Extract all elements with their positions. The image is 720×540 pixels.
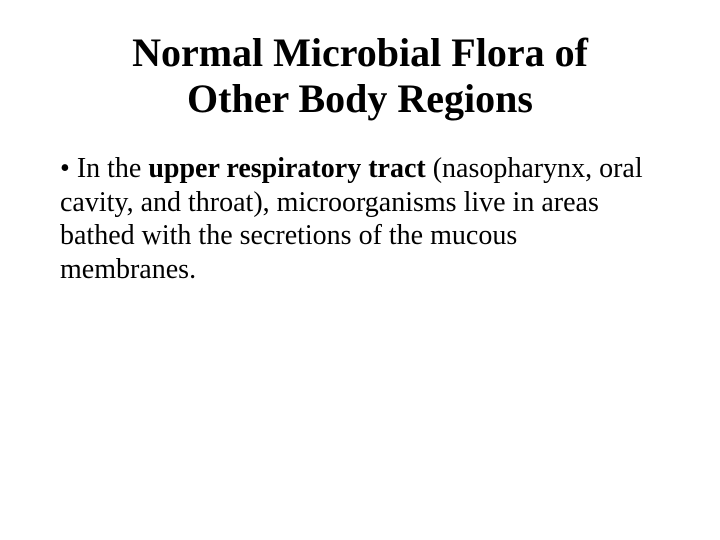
bullet-text-prefix: In the [77, 153, 149, 184]
title-line-1: Normal Microbial Flora of [132, 30, 588, 75]
bullet-text-bold: upper respiratory tract [148, 153, 425, 184]
slide-title: Normal Microbial Flora of Other Body Reg… [60, 30, 660, 122]
bullet-paragraph: • In the upper respiratory tract (nasoph… [60, 152, 660, 286]
title-line-2: Other Body Regions [187, 76, 533, 121]
bullet-marker: • [60, 153, 70, 184]
